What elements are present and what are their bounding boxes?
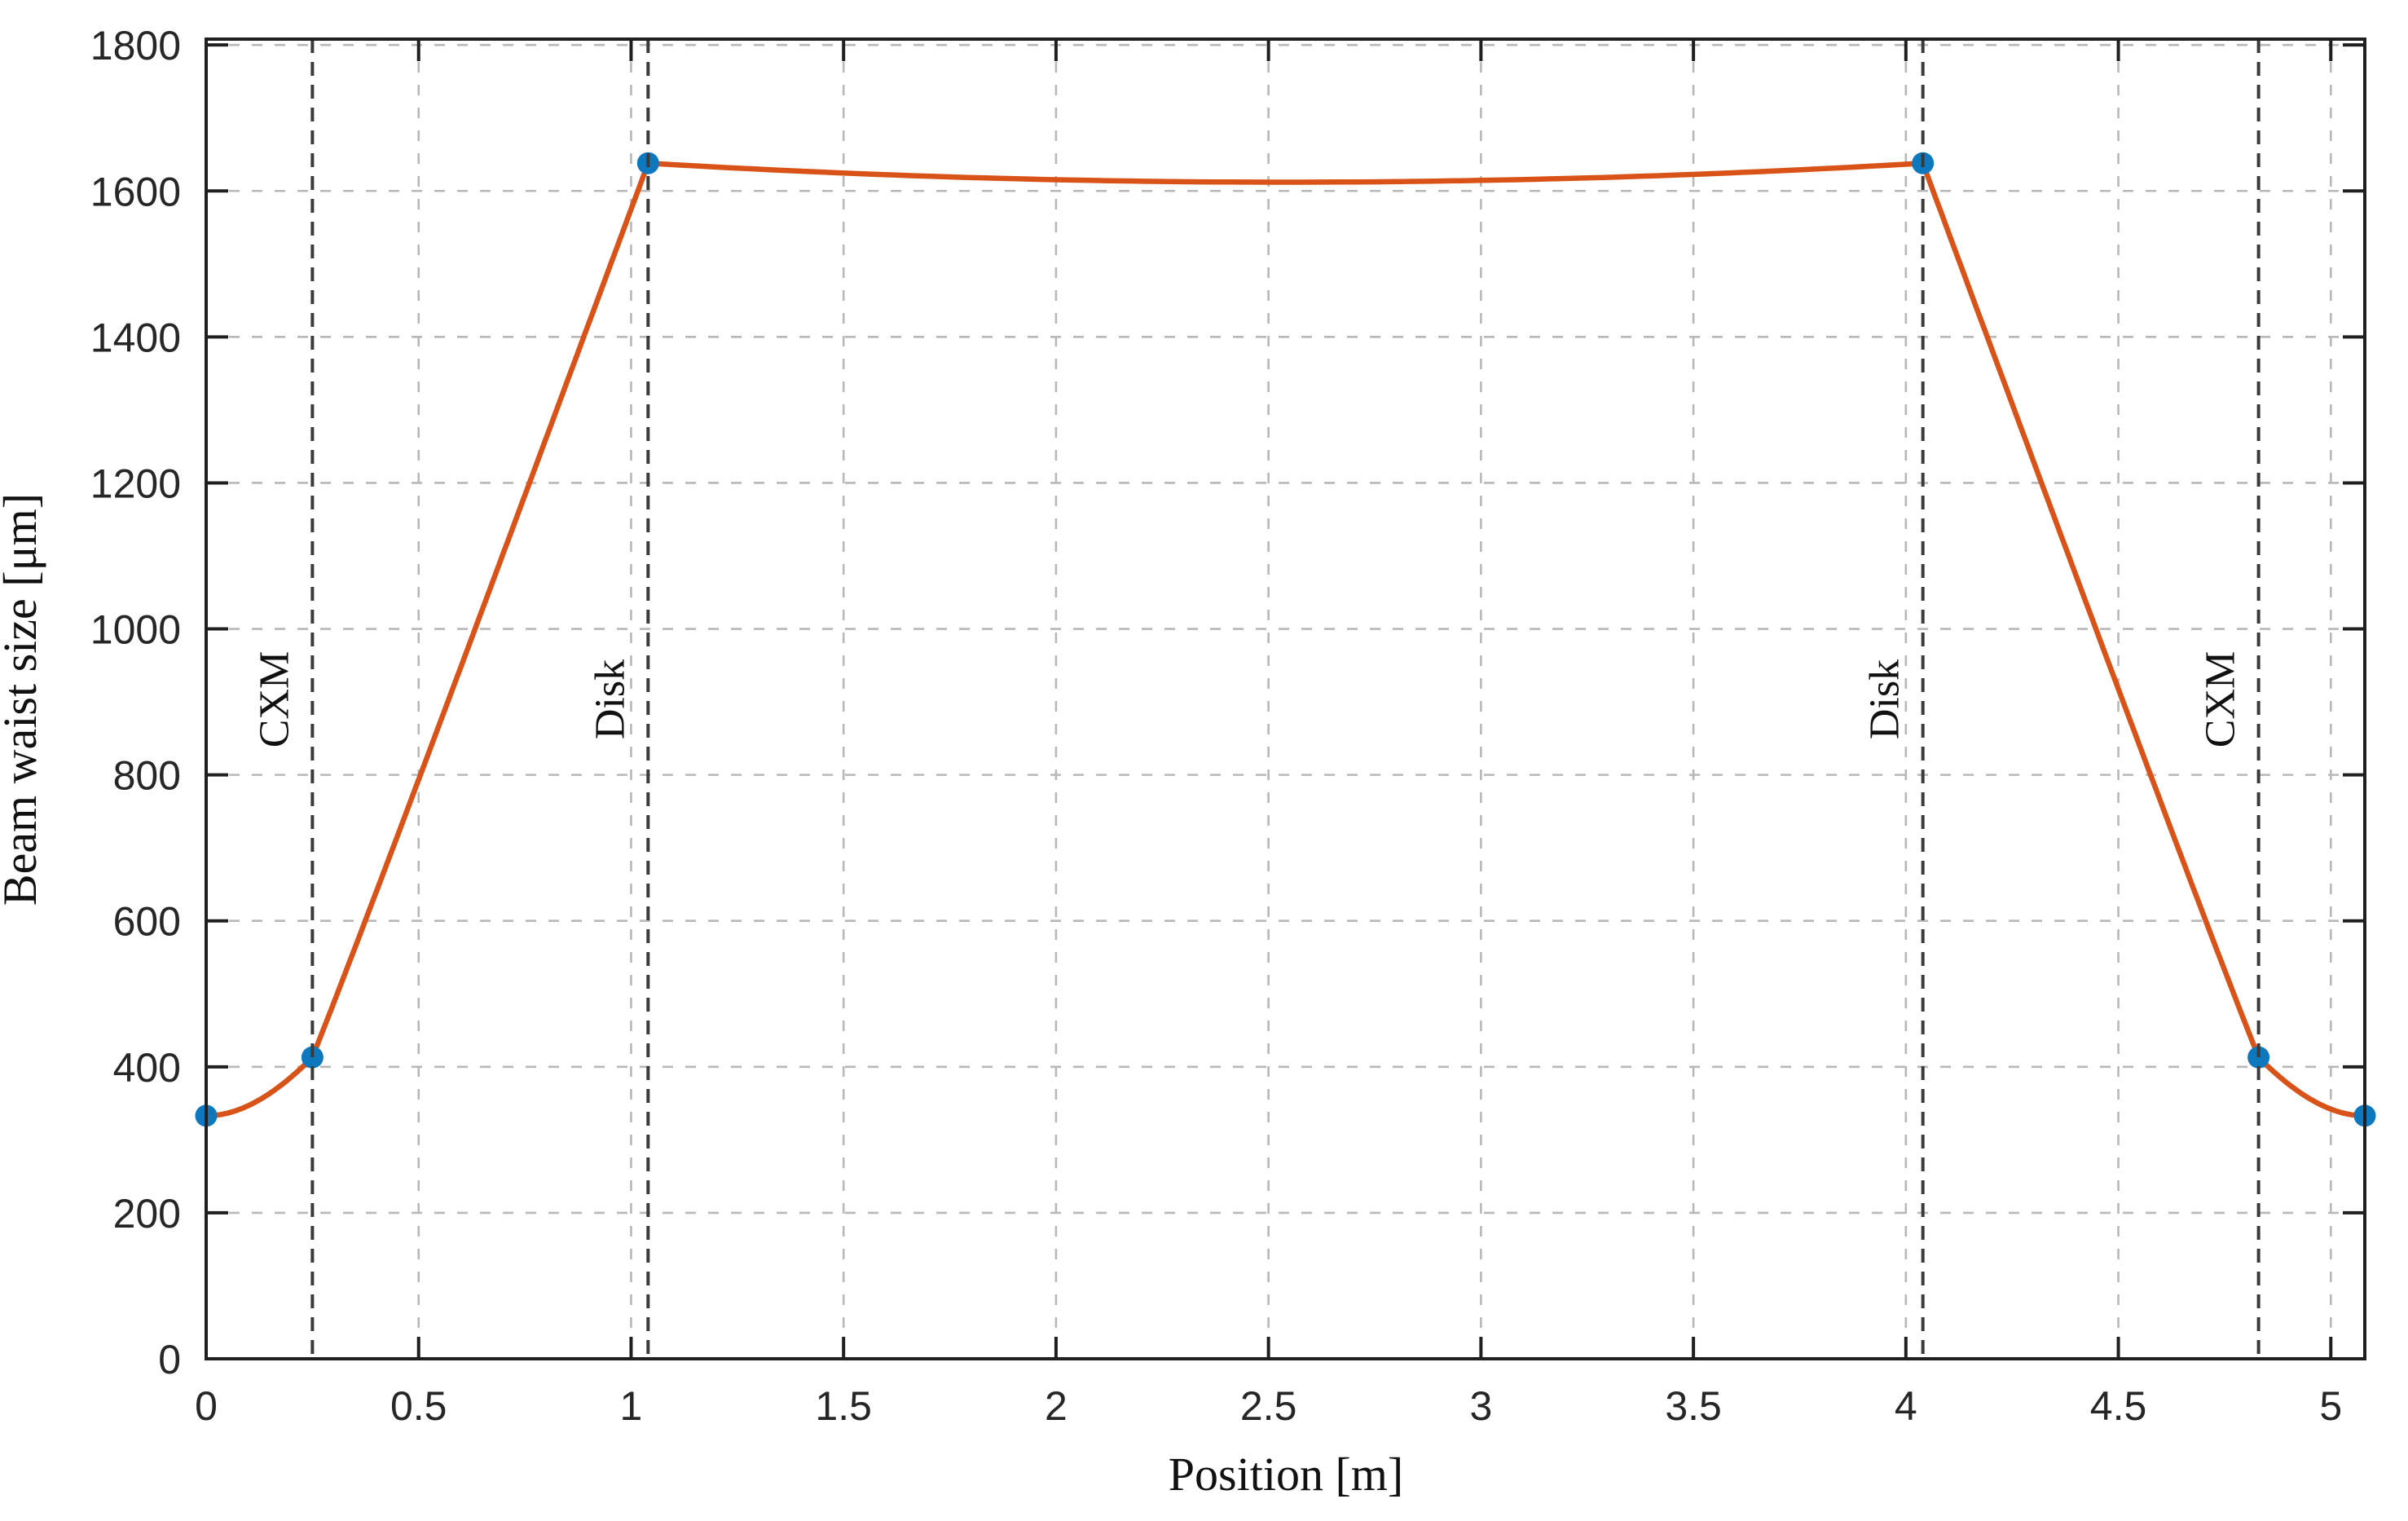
axes-box <box>205 37 2366 1360</box>
element-label-disk: Disk <box>1862 659 1908 739</box>
x-tick-label: 2 <box>1045 1383 1068 1429</box>
element-marker-lines-layer: CXM Disk Disk CXM <box>251 39 2261 1359</box>
x-tick-label: 0 <box>195 1383 218 1429</box>
x-tick-label: 4.5 <box>2090 1383 2147 1429</box>
y-tick-label: 400 <box>113 1045 181 1091</box>
y-tick-label: 1600 <box>90 169 181 214</box>
element-label-cxm: CXM <box>251 651 297 747</box>
axes-layer <box>205 37 2366 1360</box>
y-tick-label: 1000 <box>90 607 181 653</box>
x-tick-label: 5 <box>2319 1383 2342 1429</box>
beam-waist-curve <box>203 160 2368 1119</box>
y-tick-label: 0 <box>158 1337 181 1382</box>
y-tick-label: 1200 <box>90 461 181 506</box>
data-marker-layer <box>195 152 2376 1127</box>
tick-label-layer: 0 0.5 1 1.5 2 2.5 3 3.5 4 4.5 5 0 200 400 600 800 1000 12… <box>90 23 2342 1429</box>
data-point-marker <box>301 1046 324 1069</box>
y-tick-label: 200 <box>113 1191 181 1237</box>
x-tick-label: 1 <box>620 1383 643 1429</box>
x-tick-label: 0.5 <box>390 1383 447 1429</box>
element-label-cxm: CXM <box>2198 651 2244 747</box>
x-tick-label: 3 <box>1469 1383 1492 1429</box>
beam-curve-layer <box>203 160 2368 1119</box>
y-tick-label: 600 <box>113 899 181 945</box>
y-tick-label: 800 <box>113 753 181 799</box>
x-tick-label: 3.5 <box>1665 1383 1722 1429</box>
grid-layer <box>206 39 2365 1359</box>
y-axis-label: Beam waist size [μm] <box>0 493 46 906</box>
x-tick-label: 2.5 <box>1240 1383 1297 1429</box>
element-label-disk: Disk <box>587 659 633 739</box>
y-tick-label: 1400 <box>90 315 181 360</box>
x-tick-label: 4 <box>1895 1383 1917 1429</box>
data-point-marker <box>2247 1046 2270 1069</box>
x-axis-label: Position [m] <box>1169 1448 1403 1501</box>
y-tick-label: 1800 <box>90 23 181 68</box>
x-tick-label: 1.5 <box>815 1383 872 1429</box>
